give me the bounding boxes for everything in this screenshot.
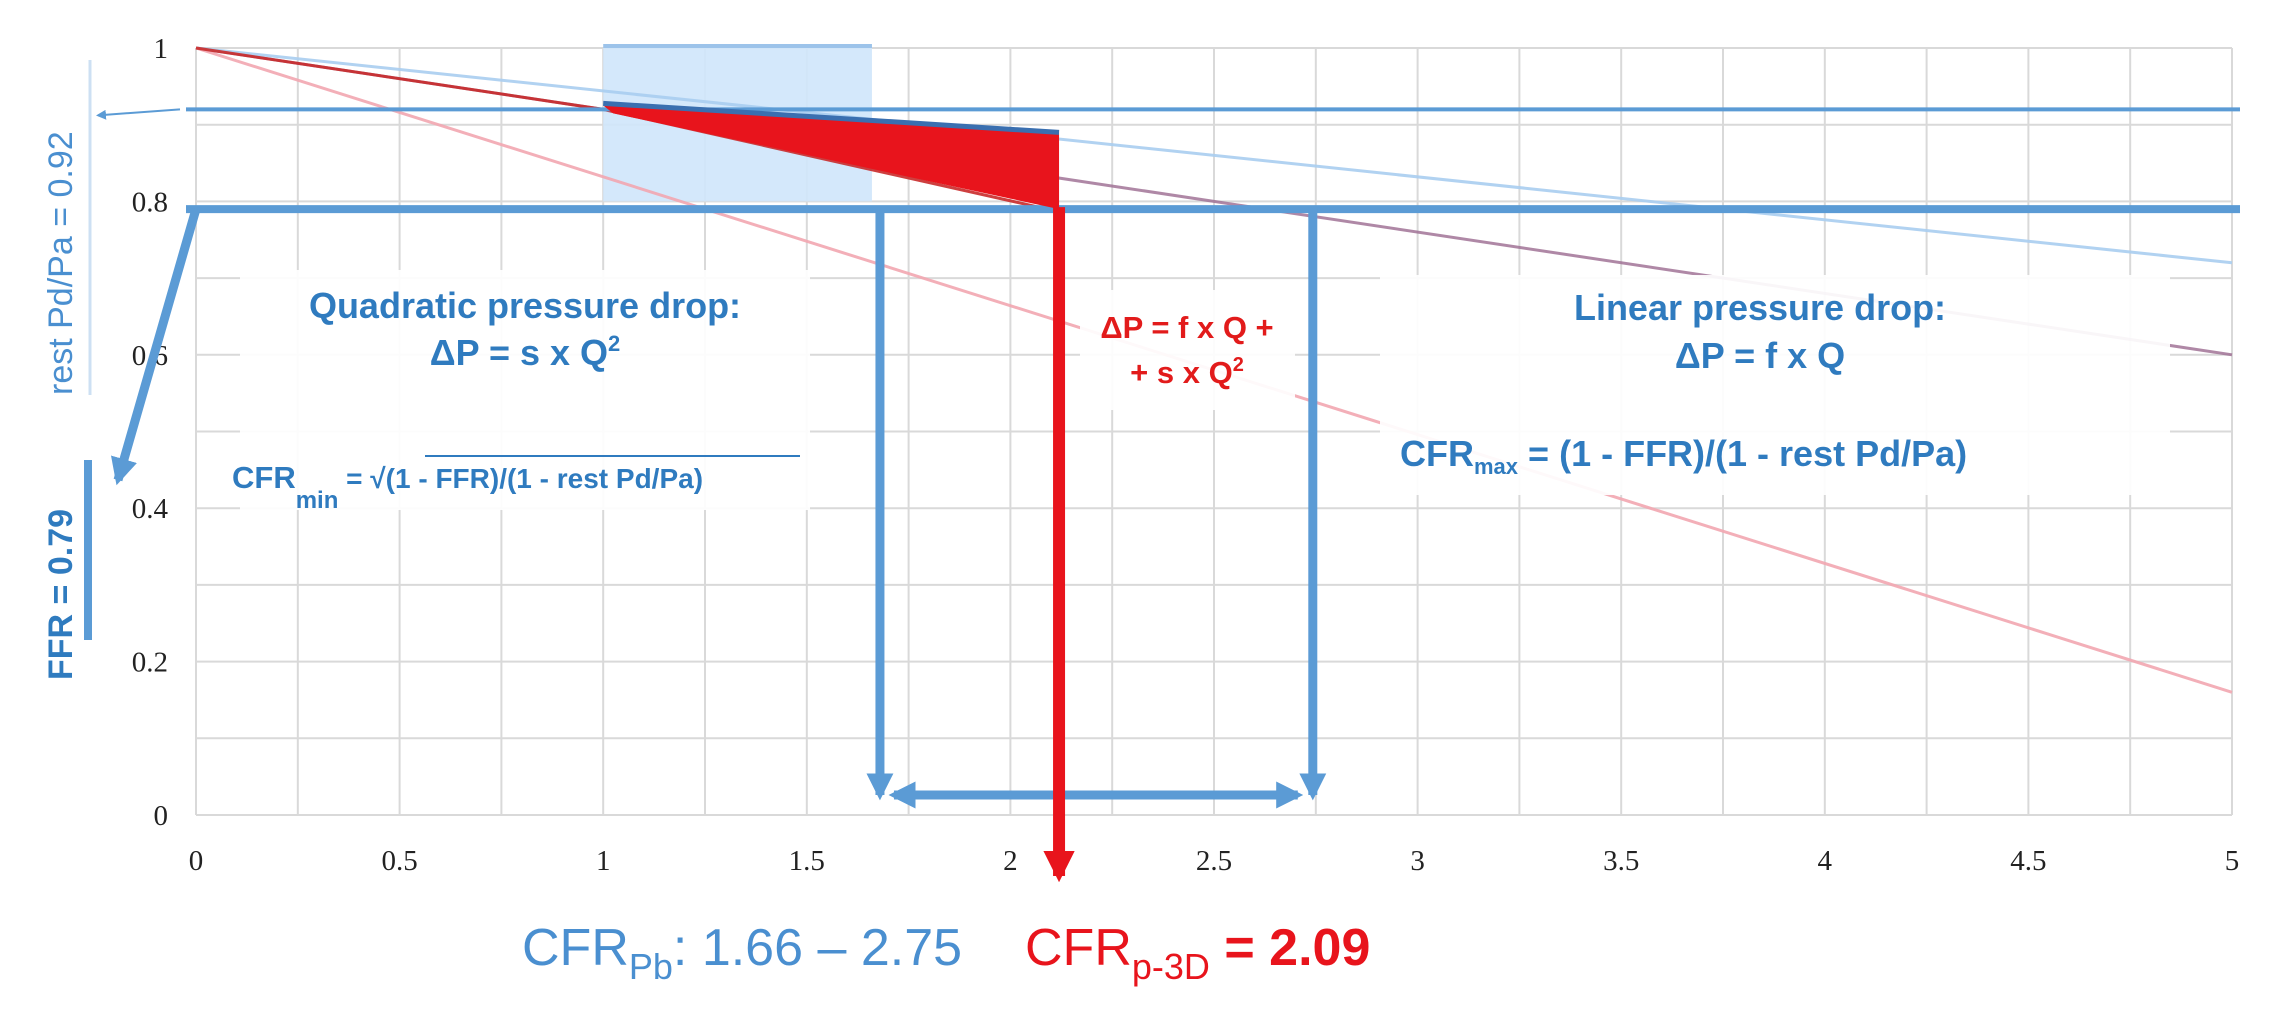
label-background bbox=[1080, 290, 1295, 410]
linear-title: Linear pressure drop: bbox=[1574, 287, 1946, 328]
quadratic-formula-sup: 2 bbox=[608, 331, 620, 356]
y-label-ffr: FFR = 0.79 bbox=[42, 509, 80, 680]
cfr-max-main: CFR bbox=[1400, 433, 1474, 474]
mixed-drop-wedge bbox=[603, 105, 1060, 210]
x-tick-label: 0 bbox=[189, 845, 204, 877]
cfr-max-rest: = (1 - FFR)/(1 - rest Pd/Pa) bbox=[1518, 433, 1967, 474]
mixed-formula-line2-main: + s x Q bbox=[1130, 355, 1233, 390]
x-tick-label: 2.5 bbox=[1196, 845, 1232, 877]
quadratic-title: Quadratic pressure drop: bbox=[309, 285, 741, 326]
annotation-overlay bbox=[84, 60, 2240, 883]
quadratic-formula-main: ΔP = s x Q bbox=[430, 332, 608, 373]
y-label-rest-pdpa: rest Pd/Pa = 0.92 bbox=[42, 131, 80, 395]
linear-slope-line bbox=[603, 100, 1060, 135]
cfr-min-main: CFR bbox=[232, 460, 296, 495]
mixed-formula-line2-sup: 2 bbox=[1233, 354, 1244, 376]
cfr-p3d-value: 2.09 bbox=[1269, 919, 1370, 977]
cfr-p3d-eq: = bbox=[1210, 919, 1269, 977]
cfr-max-formula: CFRmax = (1 - FFR)/(1 - rest Pd/Pa) bbox=[1400, 433, 1967, 479]
cfr-pb-sub: Pb bbox=[629, 946, 673, 987]
cfr-p3d-sub: p-3D bbox=[1132, 946, 1210, 987]
label-background bbox=[1380, 275, 2170, 495]
y-tick-label: 0.2 bbox=[132, 647, 168, 679]
label-background bbox=[240, 270, 810, 510]
cfr-p3d-main: CFR bbox=[1025, 919, 1132, 977]
x-tick-label: 1 bbox=[596, 845, 611, 877]
y-tick-label: 1 bbox=[154, 33, 169, 65]
x-tick-label: 0.5 bbox=[381, 845, 417, 877]
series-line bbox=[195, 46, 2233, 265]
cfr-min-rest: = √(1 - FFR)/(1 - rest Pd/Pa) bbox=[338, 463, 703, 494]
mixed-formula-line2: + s x Q2 bbox=[1130, 354, 1244, 390]
y-tick-label: 0.4 bbox=[132, 493, 169, 525]
y-tick-label: 0.8 bbox=[132, 186, 168, 218]
x-tick-label: 4.5 bbox=[2010, 845, 2046, 877]
ffr-label-arrow bbox=[111, 207, 201, 486]
cfr-pb-main: CFR bbox=[522, 919, 629, 977]
cfr-max-sub: max bbox=[1474, 454, 1519, 479]
rest-label-arrow bbox=[96, 108, 181, 120]
x-tick-label: 3 bbox=[1410, 845, 1425, 877]
mixed-formula-line1: ΔP = f x Q + bbox=[1100, 310, 1273, 345]
cfr-pb-value: : 1.66 – 2.75 bbox=[673, 919, 962, 977]
cfr-min-sub: min bbox=[296, 487, 339, 514]
y-tick-label: 0 bbox=[154, 800, 169, 832]
cfr-p3d-result: CFRp-3D = 2.09 bbox=[1025, 919, 1370, 987]
cfr-min-formula: CFRmin = √(1 - FFR)/(1 - rest Pd/Pa) bbox=[232, 460, 703, 514]
linear-formula: ΔP = f x Q bbox=[1675, 335, 1845, 376]
x-tick-label: 4 bbox=[1818, 845, 1833, 877]
cfr-pb-result: CFRPb: 1.66 – 2.75 bbox=[522, 919, 962, 987]
x-tick-label: 1.5 bbox=[789, 845, 825, 877]
x-tick-label: 3.5 bbox=[1603, 845, 1639, 877]
quadratic-formula: ΔP = s x Q2 bbox=[430, 331, 621, 373]
x-tick-label: 5 bbox=[2225, 845, 2240, 877]
x-tick-label: 2 bbox=[1003, 845, 1018, 877]
